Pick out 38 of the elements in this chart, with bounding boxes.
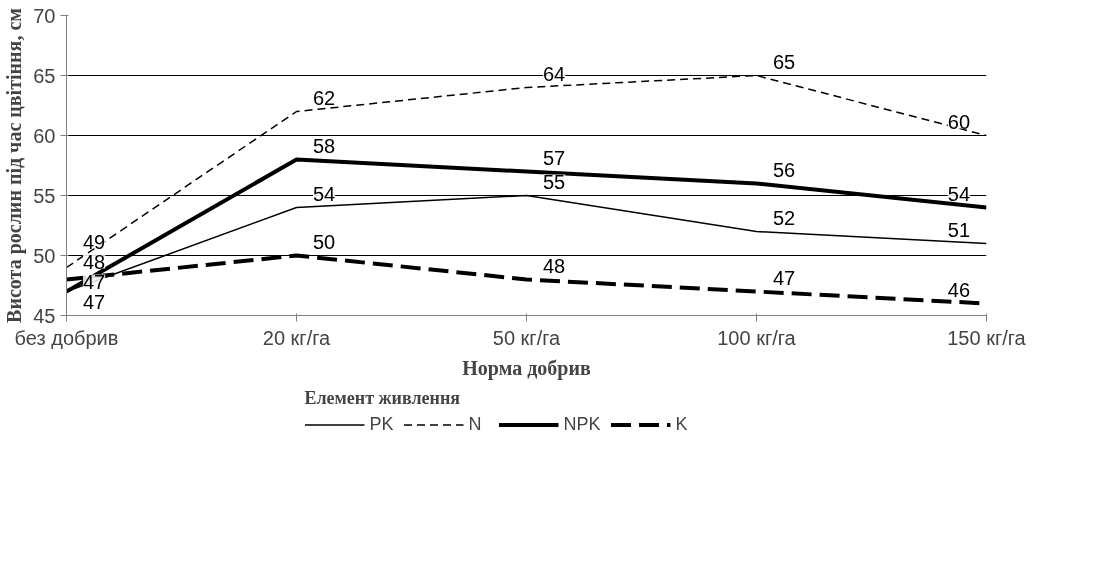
x-tick-label: 50 кг/га <box>492 326 562 349</box>
data-label: 47 <box>82 290 106 313</box>
legend-label: PK <box>369 413 394 435</box>
data-label: 57 <box>542 146 566 169</box>
data-label: 62 <box>312 86 336 109</box>
y-tick-label: 60 <box>33 124 56 147</box>
data-label: 64 <box>542 62 566 85</box>
y-tick-label: 50 <box>33 244 56 267</box>
legend-label: K <box>675 413 689 435</box>
data-label: 50 <box>312 230 336 253</box>
data-label: 48 <box>82 250 106 273</box>
x-axis-title: Норма добрив <box>462 356 591 380</box>
x-tick-label: 20 кг/га <box>262 326 332 349</box>
data-label: 51 <box>947 218 971 241</box>
data-label: 58 <box>312 134 336 157</box>
data-label: 54 <box>947 182 971 205</box>
y-tick-label: 65 <box>33 64 56 87</box>
data-label: 48 <box>542 254 566 277</box>
data-label: 47 <box>82 270 106 293</box>
x-tick-label: без добрив <box>14 326 119 349</box>
y-tick-label: 45 <box>33 304 56 327</box>
x-tick-label: 150 кг/га <box>947 326 1027 349</box>
data-label: 56 <box>772 158 796 181</box>
data-label: 55 <box>542 170 566 193</box>
legend-title: Елемент живлення <box>304 387 461 409</box>
data-label: 47 <box>772 266 796 289</box>
data-label: 54 <box>312 182 336 205</box>
data-label: 52 <box>772 206 796 229</box>
data-label: 46 <box>947 278 971 301</box>
legend-label: N <box>468 413 483 435</box>
data-label: 65 <box>772 50 796 73</box>
y-tick-label: 55 <box>33 184 56 207</box>
x-tick-label: 100 кг/га <box>717 326 797 349</box>
y-tick-label: 70 <box>33 4 56 27</box>
data-label: 49 <box>82 230 106 253</box>
legend-label: NPK <box>563 413 601 435</box>
y-axis-title: Висота рослин під час цвітіння, см <box>3 8 27 323</box>
data-label: 60 <box>947 110 971 133</box>
